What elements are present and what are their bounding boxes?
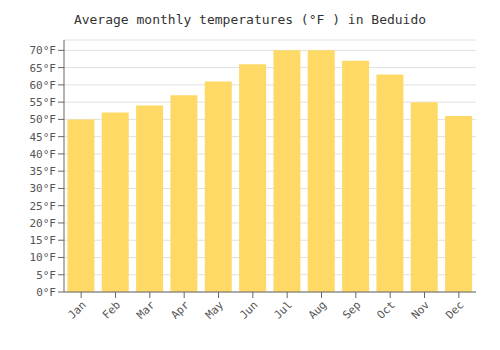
- svg-text:30°F: 30°F: [30, 182, 57, 195]
- svg-text:Sep: Sep: [340, 298, 363, 321]
- svg-text:Jun: Jun: [237, 298, 260, 321]
- svg-text:40°F: 40°F: [30, 148, 57, 161]
- svg-text:Aug: Aug: [306, 298, 329, 321]
- svg-text:60°F: 60°F: [30, 79, 57, 92]
- html-text:Average monthly temperatures (: Average monthly temperatures (°F ) in Be…: [73, 12, 427, 27]
- svg-text:45°F: 45°F: [30, 131, 57, 144]
- svg-text:Apr: Apr: [169, 298, 193, 322]
- svg-text:70°F: 70°F: [30, 44, 57, 57]
- svg-text:Mar: Mar: [134, 298, 158, 322]
- svg-text:10°F: 10°F: [30, 251, 57, 264]
- svg-text:55°F: 55°F: [30, 96, 57, 109]
- svg-text:65°F: 65°F: [30, 62, 57, 75]
- svg-text:Nov: Nov: [409, 298, 433, 322]
- svg-text:0°F: 0°F: [36, 286, 56, 299]
- svg-text:May: May: [203, 298, 227, 322]
- svg-text:5°F: 5°F: [36, 269, 56, 282]
- svg-text:Oct: Oct: [375, 298, 398, 321]
- svg-text:25°F: 25°F: [30, 200, 57, 213]
- svg-text:Feb: Feb: [100, 298, 123, 321]
- svg-text:35°F: 35°F: [30, 165, 57, 178]
- svg-text:20°F: 20°F: [30, 217, 57, 230]
- svg-text:15°F: 15°F: [30, 234, 57, 247]
- svg-text:Jan: Jan: [66, 298, 89, 321]
- svg-text:50°F: 50°F: [30, 113, 57, 126]
- svg-text:Dec: Dec: [443, 298, 466, 321]
- svg-text:Jul: Jul: [272, 298, 295, 321]
